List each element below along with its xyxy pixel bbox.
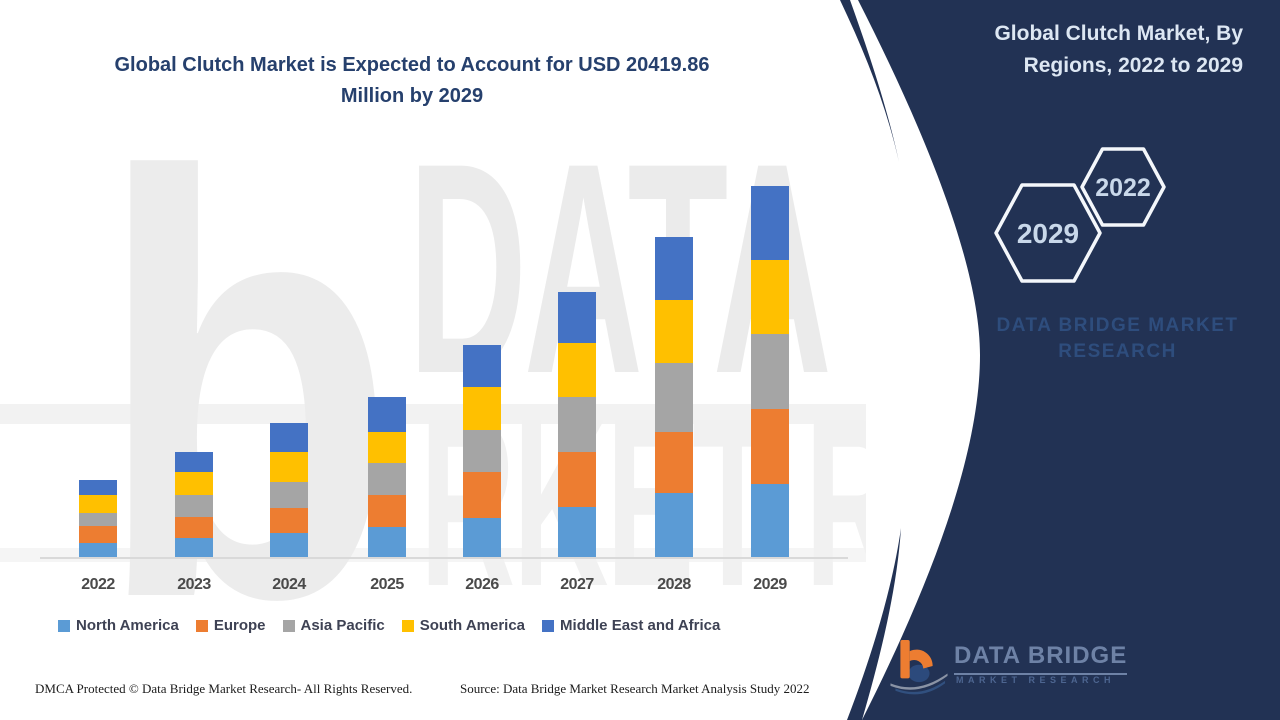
- logo-swoosh-gray: [890, 673, 948, 690]
- bar-segment-2029-south-america: [751, 260, 789, 334]
- legend-item-middle-east-and-africa: Middle East and Africa: [542, 617, 720, 634]
- chart-legend: North America Europe Asia Pacific South Ame…: [58, 617, 848, 634]
- logo-subtitle: MARKET RESEARCH: [956, 675, 1116, 685]
- source-note: Source: Data Bridge Market Research Mark…: [460, 681, 810, 696]
- bar-segment-2026-south-america: [463, 387, 501, 430]
- bar-segment-2022-middle-east-and-africa: [79, 480, 117, 495]
- bar-segment-2026-asia-pacific: [463, 430, 501, 472]
- year-label-2022: 2022: [81, 576, 115, 593]
- data-bridge-logo-icon: [890, 639, 948, 695]
- bar-segment-2028-south-america: [655, 300, 693, 363]
- bar-segment-2029-middle-east-and-africa: [751, 186, 789, 260]
- year-label-2026: 2026: [465, 576, 499, 593]
- panel-watermark-line1: DATA BRIDGE MARKET: [996, 315, 1239, 336]
- bar-segment-2025-asia-pacific: [368, 463, 406, 495]
- logo-name: DATA BRIDGE: [954, 642, 1128, 675]
- year-label-2029: 2029: [753, 576, 787, 593]
- bar-segment-2026-north-america: [463, 518, 501, 557]
- year-label-2023: 2023: [177, 576, 211, 593]
- legend-swatch: [195, 619, 208, 632]
- bar-segment-2024-europe: [270, 508, 308, 533]
- bar-segment-2023-middle-east-and-africa: [175, 452, 213, 472]
- bar-segment-2028-asia-pacific: [655, 363, 693, 432]
- legend-swatch: [58, 619, 70, 632]
- panel-background-shape: [858, 0, 1280, 720]
- hexagon-2029: [994, 183, 1102, 283]
- logo-arc: [909, 649, 933, 669]
- bar-segment-2027-north-america: [558, 507, 596, 557]
- chart-title-line1: Global Clutch Market is Expected to Acco…: [114, 54, 710, 76]
- bar-segment-2027-asia-pacific: [558, 397, 596, 452]
- panel-watermark: DATA BRIDGE MARKET RESEARCH: [975, 313, 1260, 365]
- panel-title-line2: Regions, 2022 to 2029: [1023, 54, 1243, 77]
- legend-label: Europe: [213, 617, 266, 634]
- bar-segment-2023-europe: [175, 517, 213, 538]
- legend-swatch: [282, 619, 295, 632]
- hexagon-2022-label: 2022: [1095, 174, 1151, 202]
- bar-segment-2027-europe: [558, 452, 596, 507]
- bar-segment-2027-middle-east-and-africa: [558, 292, 596, 343]
- panel-title-line1: Global Clutch Market, By: [994, 22, 1243, 45]
- bar-segment-2029-europe: [751, 409, 789, 484]
- legend-item-europe: Europe: [195, 617, 266, 634]
- bar-segment-2023-asia-pacific: [175, 495, 213, 517]
- year-label-2027: 2027: [560, 576, 594, 593]
- bar-segment-2024-north-america: [270, 533, 308, 557]
- bar-segment-2025-south-america: [368, 432, 406, 463]
- bar-segment-2025-middle-east-and-africa: [368, 397, 406, 432]
- bar-segment-2028-europe: [655, 432, 693, 493]
- panel-title: Global Clutch Market, By Regions, 2022 t…: [923, 18, 1243, 82]
- year-label-2024: 2024: [272, 576, 306, 593]
- panel-watermark-line2: RESEARCH: [1058, 341, 1177, 362]
- bar-segment-2025-europe: [368, 495, 406, 527]
- logo-swoosh-blue: [895, 680, 946, 695]
- legend-swatch: [542, 619, 555, 632]
- bar-segment-2024-middle-east-and-africa: [270, 423, 308, 452]
- hexagon-2029-label: 2029: [1017, 218, 1079, 249]
- year-label-2028: 2028: [657, 576, 691, 593]
- bar-segment-2029-north-america: [751, 484, 789, 557]
- bar-segment-2024-asia-pacific: [270, 482, 308, 508]
- watermark-b-glyph: b: [96, 53, 397, 720]
- dmca-notice: DMCA Protected © Data Bridge Market Rese…: [35, 681, 413, 696]
- legend-label: Middle East and Africa: [560, 617, 721, 634]
- bar-segment-2022-europe: [79, 526, 117, 543]
- bar-segment-2022-south-america: [79, 495, 117, 513]
- bar-segment-2029-asia-pacific: [751, 334, 789, 409]
- watermark-band: [0, 404, 866, 424]
- bar-segment-2027-south-america: [558, 343, 596, 397]
- legend-item-asia-pacific: Asia Pacific: [282, 617, 385, 634]
- chart-title-line2: Million by 2029: [340, 85, 484, 107]
- legend-label: North America: [76, 617, 179, 634]
- chart-title: Global Clutch Market is Expected to Acco…: [62, 50, 762, 112]
- legend-item-north-america: North America: [58, 617, 179, 634]
- bar-segment-2023-north-america: [175, 538, 213, 557]
- data-bridge-logo: DATA BRIDGE MARKET RESEARCH: [888, 628, 1238, 708]
- logo-stem: [900, 639, 910, 679]
- x-axis-line: [40, 557, 848, 559]
- bar-segment-2026-middle-east-and-africa: [463, 345, 501, 387]
- legend-label: South America: [419, 617, 526, 634]
- bar-segment-2024-south-america: [270, 452, 308, 482]
- bar-segment-2028-north-america: [655, 493, 693, 557]
- bar-segment-2026-europe: [463, 472, 501, 518]
- logo-bowl: [908, 664, 930, 683]
- hexagon-2022: [1080, 147, 1166, 227]
- bar-segment-2022-north-america: [79, 543, 117, 557]
- legend-label: Asia Pacific: [300, 617, 385, 634]
- bar-segment-2023-south-america: [175, 472, 213, 495]
- bar-segment-2028-middle-east-and-africa: [655, 237, 693, 300]
- year-label-2025: 2025: [370, 576, 404, 593]
- legend-item-south-america: South America: [401, 617, 526, 634]
- bar-segment-2022-asia-pacific: [79, 513, 117, 526]
- legend-swatch: [401, 619, 414, 632]
- bar-segment-2025-north-america: [368, 527, 406, 557]
